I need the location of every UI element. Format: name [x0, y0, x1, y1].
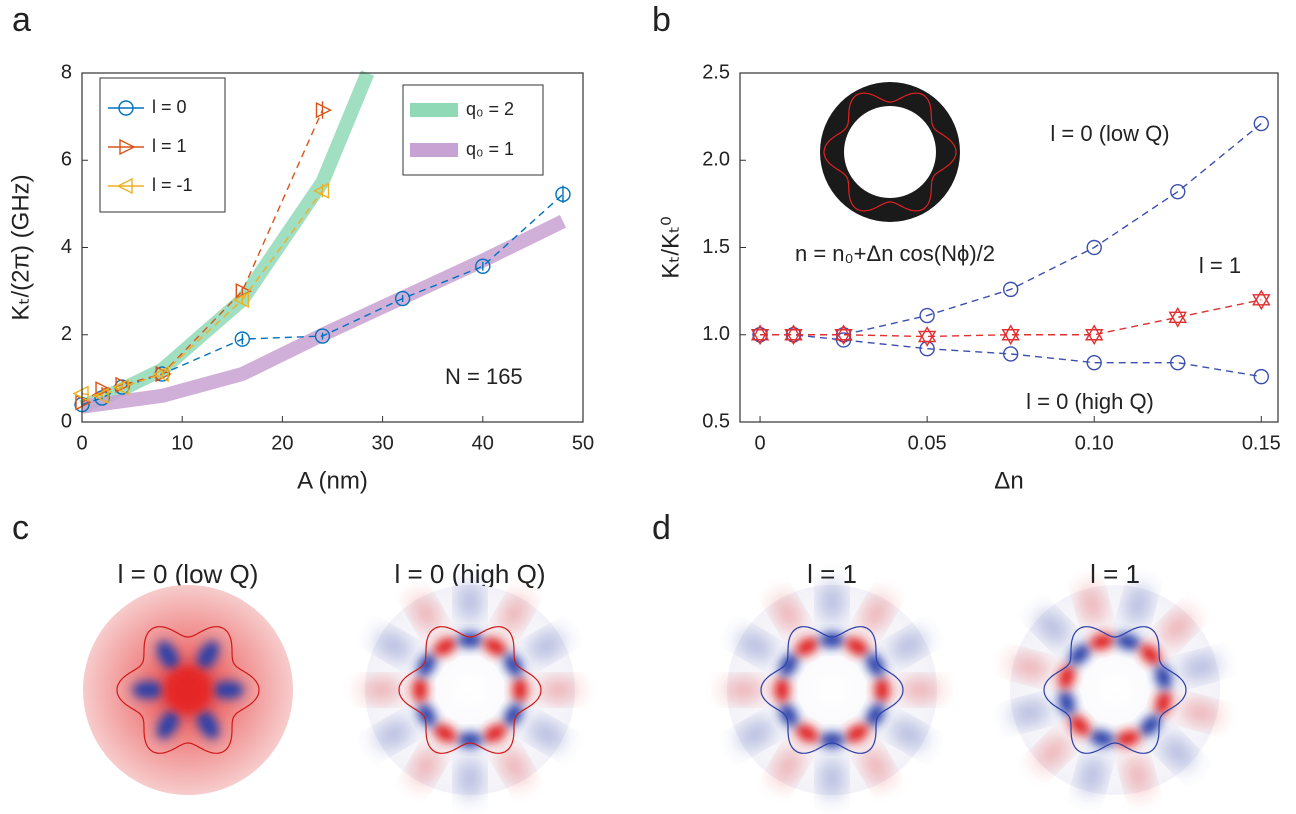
y-tick-label: 8	[61, 61, 72, 83]
marker	[919, 327, 935, 345]
field-image	[362, 582, 578, 798]
lobe	[212, 681, 244, 699]
image-title: l = 1	[1090, 559, 1140, 589]
y-tick-label: 6	[61, 149, 72, 171]
panel-label: a	[12, 1, 31, 39]
field-image	[1008, 583, 1221, 796]
legend-label: l = 0	[152, 97, 187, 117]
field-image	[83, 585, 293, 795]
marker	[1086, 326, 1102, 344]
legend-label: l = -1	[152, 175, 193, 195]
annotation: N = 165	[445, 364, 523, 389]
panel-label: d	[652, 509, 671, 547]
x-tick-label: 0	[754, 432, 765, 454]
y-axis-label: Kₜ/Kₜ⁰	[657, 216, 684, 278]
lobe	[512, 677, 528, 703]
outer-lobe	[461, 582, 479, 622]
x-tick-label: 50	[572, 432, 594, 454]
annotation: n = n₀+Δn cos(Nϕ)/2	[795, 241, 995, 266]
outer-lobe	[724, 681, 764, 699]
annotation: l = 0 (high Q)	[1026, 389, 1154, 414]
x-tick-label: 30	[371, 432, 393, 454]
page: a b c d 0 10 20 30 40 50 0 2 4 6 8 A (nm) Kₜ/(2π) (G…	[0, 0, 1296, 814]
marker	[1003, 326, 1019, 344]
image-title: l = 0 (low Q)	[118, 559, 259, 589]
x-tick-label: 0	[76, 432, 87, 454]
series-line	[760, 300, 1261, 337]
field-image	[724, 582, 940, 798]
annotation: l = 0 (low Q)	[1050, 121, 1169, 146]
lobe	[132, 681, 164, 699]
marker	[316, 103, 330, 117]
x-axis-label: Δn	[994, 467, 1023, 494]
outer-lobe	[362, 681, 402, 699]
legend-label: q₀ = 1	[466, 139, 514, 159]
core	[164, 666, 212, 714]
ring-inset	[820, 82, 960, 222]
figure: a b c d 0 10 20 30 40 50 0 2 4 6 8 A (nm) Kₜ/(2π) (G…	[0, 0, 1296, 814]
annotation: l = 1	[1199, 253, 1241, 278]
outer-lobe	[823, 582, 841, 622]
y-tick-label: 2.0	[702, 149, 730, 171]
marker	[1170, 308, 1186, 326]
x-axis-label: A (nm)	[297, 467, 368, 494]
lobe	[874, 677, 890, 703]
x-tick-label: 40	[472, 432, 494, 454]
x-tick-label: 20	[271, 432, 293, 454]
legend-label: q₀ = 2	[466, 99, 514, 119]
lobe	[774, 677, 790, 703]
x-tick-label: 0.10	[1075, 432, 1114, 454]
outer-lobe	[823, 758, 841, 798]
y-tick-label: 0	[61, 410, 72, 432]
x-tick-label: 0.15	[1242, 432, 1281, 454]
lobe	[412, 677, 428, 703]
panel-label: b	[652, 1, 671, 39]
panel-label: c	[12, 509, 29, 547]
x-tick-label: 0.05	[908, 432, 947, 454]
series-line	[760, 335, 1261, 377]
y-tick-label: 2	[61, 323, 72, 345]
marker	[785, 326, 801, 344]
x-tick-label: 10	[171, 432, 193, 454]
y-tick-label: 1.5	[702, 236, 730, 258]
outer-lobe	[461, 758, 479, 798]
y-tick-label: 1.0	[702, 323, 730, 345]
marker	[1254, 370, 1268, 384]
legend-label: l = 1	[152, 136, 187, 156]
series-line	[82, 191, 322, 396]
y-tick-label: 0.5	[702, 410, 730, 432]
y-tick-label: 4	[61, 236, 72, 258]
y-axis-label: Kₜ/(2π) (GHz)	[7, 174, 34, 320]
outer-lobe	[538, 681, 578, 699]
outer-lobe	[900, 681, 940, 699]
y-tick-label: 2.5	[702, 61, 730, 83]
